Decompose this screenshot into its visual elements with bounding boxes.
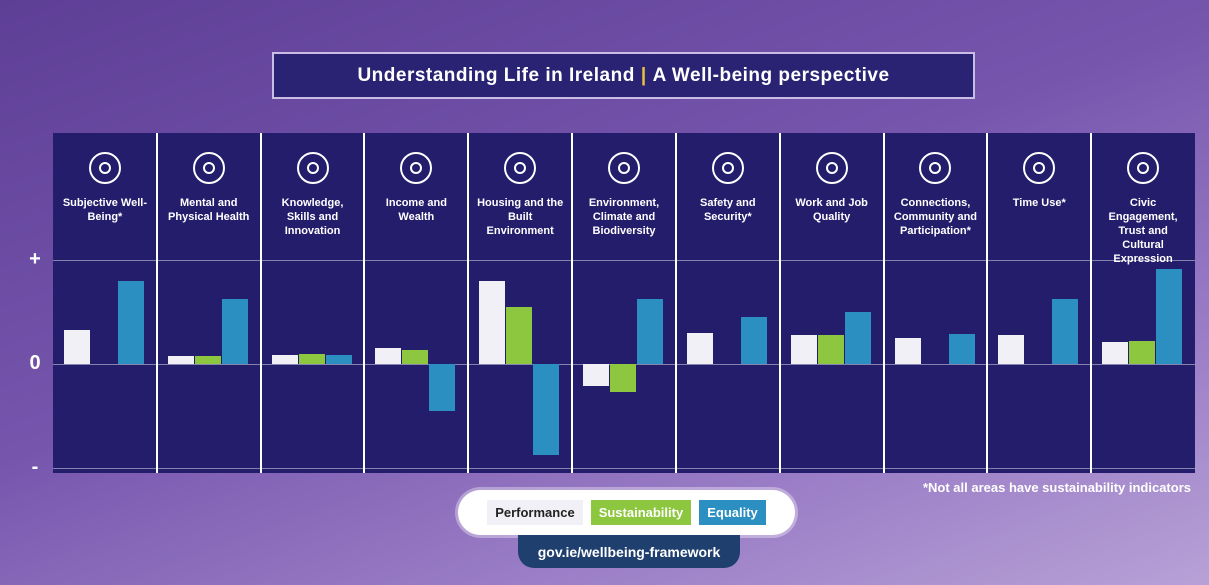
icon (400, 152, 433, 184)
category-label: Income and Wealth (385, 197, 447, 223)
panel-separator (778, 133, 781, 473)
icon (504, 152, 537, 184)
legend-item: Equality (699, 500, 766, 525)
category-label: Time Use* (1012, 197, 1066, 209)
legend-item: Performance (487, 500, 583, 525)
panel-separator (363, 133, 366, 473)
category-label: Connections, Community and Participation… (893, 197, 978, 237)
bar (64, 330, 90, 364)
bar (429, 363, 456, 411)
category-label: Safety and Security* (699, 197, 756, 223)
bar (998, 335, 1025, 364)
bar (194, 356, 221, 364)
bar (271, 354, 298, 364)
bar (948, 334, 975, 364)
footnote: *Not all areas have sustainability indic… (922, 480, 1191, 495)
panel-separator (1090, 133, 1093, 473)
bar (402, 349, 429, 364)
title: Understanding Life in Ireland (357, 64, 635, 86)
panel-separator (467, 133, 470, 473)
bar (167, 356, 194, 364)
url: gov.ie/wellbeing-framework (518, 535, 740, 568)
panel-separator (155, 133, 158, 473)
bar (506, 306, 533, 364)
bar (1102, 341, 1129, 364)
legend: Performance Sustainability Equality (458, 490, 795, 535)
y-tick-label: - (31, 455, 39, 478)
bar (610, 363, 637, 393)
bar (298, 353, 325, 364)
legend-item: Sustainability (590, 500, 692, 525)
title-separator: | (640, 64, 647, 86)
icon (296, 152, 329, 184)
bar (375, 348, 402, 364)
bar (1156, 269, 1183, 364)
bar (894, 337, 921, 364)
category-label: Environment, Climate and Biodiversity (588, 197, 660, 237)
bar (686, 332, 713, 364)
bar (817, 335, 844, 364)
icon (1023, 152, 1056, 184)
bar (790, 335, 817, 364)
bar (221, 298, 248, 364)
bar (740, 317, 767, 364)
panel-separator (674, 133, 677, 473)
category-label: Subjective Well-Being* (62, 197, 147, 223)
bar (583, 363, 610, 386)
y-tick-label: 0 (29, 351, 41, 374)
icon (711, 152, 744, 184)
y-tick-label: + (29, 247, 41, 270)
category-label: Mental and Physical Health (168, 197, 250, 223)
grid-line (53, 259, 1195, 261)
icon (919, 152, 952, 184)
category-label: Knowledge, Skills and Innovation (281, 197, 344, 237)
bar (533, 363, 560, 455)
bar (637, 298, 664, 364)
icon (608, 152, 640, 184)
category-label: Civic Engagement, Trust and Cultural Exp… (1108, 197, 1178, 265)
panel-separator (571, 133, 574, 473)
panel-separator (986, 133, 989, 473)
grid-line (53, 467, 1195, 469)
icon (192, 152, 225, 184)
title: A Well-being perspective (652, 64, 890, 86)
category-label: Work and Job Quality (795, 197, 868, 223)
bar (325, 354, 352, 364)
category-label: Housing and the Built Environment (477, 197, 564, 237)
panel-separator (882, 133, 885, 473)
title-box: Understanding Life in Ireland | A Well-b… (272, 52, 975, 99)
bar (844, 311, 871, 364)
icon (1127, 152, 1160, 184)
bar (479, 280, 506, 364)
bar (118, 280, 144, 364)
icon (815, 152, 848, 184)
bar (1052, 298, 1079, 364)
icon (88, 152, 121, 184)
panel-separator (259, 133, 262, 473)
bar (1129, 340, 1156, 364)
